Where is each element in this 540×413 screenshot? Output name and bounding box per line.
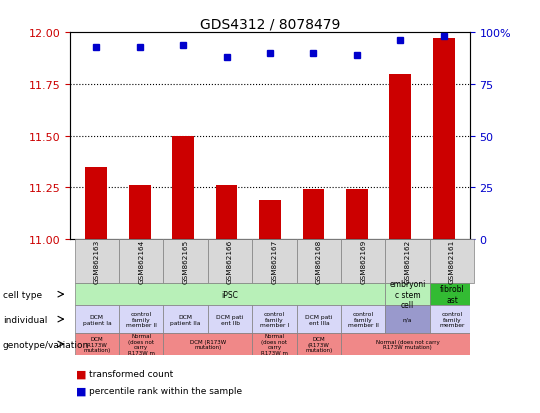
Bar (215, 186, 238, 240)
Text: DCM pati
ent IIb: DCM pati ent IIb (217, 314, 244, 325)
Text: GSM862169: GSM862169 (360, 240, 366, 284)
Bar (389, 74, 411, 240)
Bar (164, 240, 208, 283)
Bar (208, 240, 252, 283)
Text: DCM
patient Ia: DCM patient Ia (83, 314, 111, 325)
Text: Normal (does not carry
R173W mutation): Normal (does not carry R173W mutation) (376, 339, 440, 349)
Bar (164, 333, 252, 355)
Title: GDS4312 / 8078479: GDS4312 / 8078479 (200, 18, 340, 32)
Bar (252, 240, 296, 283)
Text: DCM
(R173W
mutation): DCM (R173W mutation) (305, 336, 333, 352)
Text: cell type: cell type (3, 290, 42, 299)
Bar (85, 167, 107, 240)
Bar (430, 283, 474, 306)
Text: GSM862167: GSM862167 (272, 240, 278, 284)
Text: ■: ■ (76, 369, 86, 379)
Text: control
family
member I: control family member I (260, 311, 289, 328)
Bar (430, 240, 474, 283)
Text: genotype/variation: genotype/variation (3, 340, 89, 349)
Text: GSM862168: GSM862168 (316, 240, 322, 284)
Bar (164, 306, 208, 333)
Bar (430, 306, 474, 333)
Bar (75, 306, 119, 333)
Text: DCM
(R173W
mutation): DCM (R173W mutation) (83, 336, 111, 352)
Text: percentile rank within the sample: percentile rank within the sample (89, 386, 242, 395)
Text: GSM862162: GSM862162 (404, 240, 410, 284)
Text: Normal
(does not
carry
R173W m: Normal (does not carry R173W m (261, 333, 288, 355)
Bar (252, 333, 296, 355)
Text: GSM862161: GSM862161 (449, 240, 455, 284)
Text: GSM862163: GSM862163 (94, 240, 100, 284)
Bar (259, 200, 281, 240)
Bar (341, 306, 386, 333)
Text: GSM862166: GSM862166 (227, 240, 233, 284)
Bar (433, 39, 455, 240)
Bar (302, 190, 325, 240)
Bar (386, 306, 430, 333)
Text: Normal
(does not
carry
R173W m: Normal (does not carry R173W m (128, 333, 155, 355)
Bar (75, 283, 386, 306)
Bar (208, 306, 252, 333)
Text: DCM pati
ent IIIa: DCM pati ent IIIa (305, 314, 333, 325)
Bar (75, 240, 119, 283)
Text: GSM862165: GSM862165 (183, 240, 188, 284)
Bar (346, 190, 368, 240)
Text: control
family
member II: control family member II (348, 311, 379, 328)
Text: GSM862164: GSM862164 (138, 240, 144, 284)
Text: DCM
patient IIa: DCM patient IIa (171, 314, 201, 325)
Text: control
family
member: control family member (440, 311, 465, 328)
Text: DCM (R173W
mutation): DCM (R173W mutation) (190, 339, 226, 349)
Bar (129, 186, 151, 240)
Bar (119, 333, 164, 355)
Text: embryoni
c stem
cell: embryoni c stem cell (389, 280, 426, 309)
Text: individual: individual (3, 315, 47, 324)
Text: n/a: n/a (403, 317, 413, 322)
Text: ■: ■ (76, 385, 86, 395)
Text: iPSC: iPSC (221, 290, 239, 299)
Bar (341, 240, 386, 283)
Bar (296, 240, 341, 283)
Bar (296, 306, 341, 333)
Bar (252, 306, 296, 333)
Text: control
family
member II: control family member II (126, 311, 157, 328)
Text: fibrobl
ast: fibrobl ast (440, 285, 464, 304)
Bar (172, 136, 194, 240)
Bar (119, 306, 164, 333)
Bar (386, 240, 430, 283)
Bar (341, 333, 474, 355)
Bar (119, 240, 164, 283)
Bar (386, 283, 430, 306)
Text: transformed count: transformed count (89, 369, 173, 378)
Bar (296, 333, 341, 355)
Bar (75, 333, 119, 355)
